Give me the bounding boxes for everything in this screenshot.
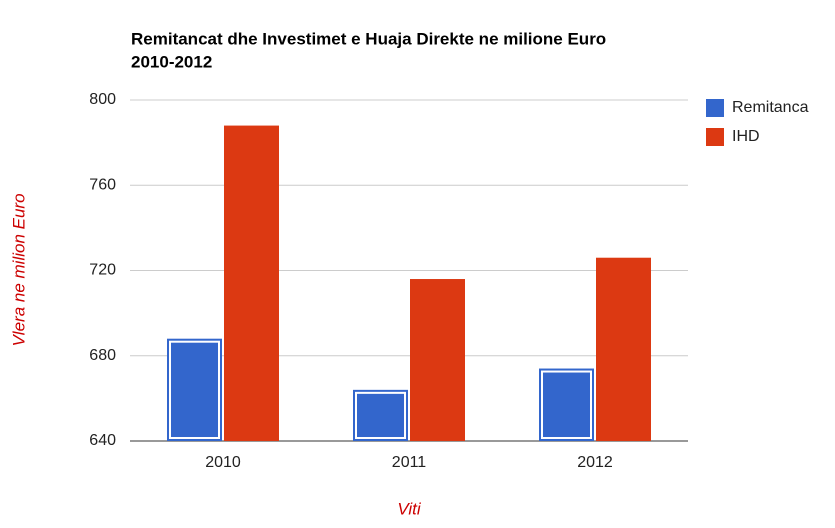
y-tick-label: 720 <box>89 262 116 279</box>
bar <box>410 279 465 441</box>
legend-label: IHD <box>732 128 760 145</box>
chart-title: 2010-2012 <box>131 52 212 71</box>
y-tick-label: 800 <box>89 91 116 108</box>
x-tick-label: 2010 <box>205 454 241 471</box>
legend-label: Remitanca <box>732 99 809 116</box>
bar <box>539 368 594 441</box>
legend-swatch <box>706 99 724 117</box>
bar-highlight <box>355 391 406 440</box>
bar <box>353 389 408 441</box>
bar <box>596 257 651 441</box>
y-tick-label: 680 <box>89 347 116 364</box>
legend-swatch <box>706 128 724 146</box>
bar <box>224 125 279 441</box>
y-axis-title: Vlera ne milion Euro <box>9 193 28 346</box>
bar <box>167 338 222 441</box>
y-tick-label: 640 <box>89 432 116 449</box>
bar-highlight <box>541 370 592 440</box>
y-tick-label: 760 <box>89 176 116 193</box>
bar-highlight <box>169 340 220 440</box>
x-axis-title: Viti <box>397 499 422 518</box>
chart-title: Remitancat dhe Investimet e Huaja Direkt… <box>131 29 606 48</box>
x-tick-label: 2012 <box>577 454 613 471</box>
x-tick-label: 2011 <box>392 454 427 471</box>
